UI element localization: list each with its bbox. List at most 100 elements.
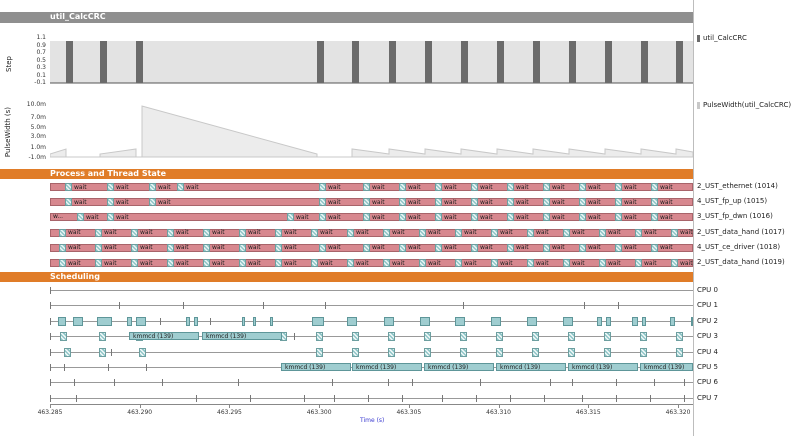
wait-state[interactable]: wait bbox=[95, 243, 117, 252]
cpu-busy-segment[interactable] bbox=[73, 316, 83, 326]
cpu-wait-segment[interactable] bbox=[640, 332, 647, 342]
cpu-busy-segment[interactable] bbox=[632, 316, 638, 326]
wait-state[interactable]: wait bbox=[239, 243, 261, 252]
wait-state[interactable]: wait bbox=[615, 243, 637, 252]
wait-state[interactable]: wait bbox=[599, 259, 621, 267]
wait-state[interactable]: wait bbox=[615, 213, 637, 222]
cpu-wait-segment[interactable] bbox=[496, 347, 503, 357]
wait-state[interactable]: wait bbox=[651, 183, 673, 191]
cpu-busy-segment[interactable] bbox=[253, 316, 256, 326]
thread-state-row[interactable]: wait wait wait wait wait wait wait wait wait wait… bbox=[50, 198, 693, 207]
wait-state[interactable]: wait bbox=[167, 228, 189, 237]
wait-state[interactable]: wait bbox=[399, 213, 421, 222]
wait-state[interactable]: wait bbox=[319, 183, 341, 191]
cpu-wait-segment[interactable] bbox=[60, 332, 67, 342]
wait-state[interactable]: wait bbox=[543, 213, 565, 222]
cpu-busy-segment[interactable] bbox=[270, 316, 273, 326]
wait-state[interactable]: wait bbox=[651, 243, 673, 252]
cpu-timeline-row[interactable] bbox=[50, 316, 693, 326]
cpu-busy-segment[interactable] bbox=[491, 316, 501, 326]
cpu-wait-segment[interactable] bbox=[460, 347, 467, 357]
cpu-timeline-row[interactable] bbox=[50, 302, 693, 310]
cpu-busy-segment[interactable] bbox=[420, 316, 430, 326]
cpu-busy-segment[interactable] bbox=[58, 316, 66, 326]
cpu-process-segment[interactable]: kmmcd (139) bbox=[281, 363, 351, 371]
wait-state[interactable]: wait bbox=[399, 183, 421, 191]
thread-state-row[interactable]: wait wait wait wait wait wait wait wait wait wait… bbox=[50, 183, 693, 191]
wait-state[interactable]: wait bbox=[491, 259, 513, 267]
wait-state[interactable]: wait bbox=[635, 259, 657, 267]
cpu-process-segment[interactable]: kmmcd (139) bbox=[424, 363, 494, 371]
wait-state[interactable]: wait bbox=[275, 243, 297, 252]
wait-state[interactable]: wait bbox=[131, 243, 153, 252]
cpu-busy-segment[interactable] bbox=[597, 316, 602, 326]
cpu-wait-segment[interactable] bbox=[496, 332, 503, 342]
thread-state-row[interactable]: wait wait wait wait wait wait wait wait wait wait… bbox=[50, 228, 693, 237]
cpu-wait-segment[interactable] bbox=[532, 347, 539, 357]
cpu-wait-segment[interactable] bbox=[604, 347, 611, 357]
cpu-wait-segment[interactable] bbox=[640, 347, 647, 357]
wait-state[interactable]: wait bbox=[77, 213, 99, 222]
wait-state[interactable]: wait bbox=[435, 243, 457, 252]
wait-state[interactable]: wait bbox=[287, 213, 309, 222]
wait-state[interactable]: wait bbox=[563, 228, 585, 237]
wait-state[interactable]: wait bbox=[239, 228, 261, 237]
wait-state[interactable]: wait bbox=[579, 213, 601, 222]
wait-state[interactable]: wait bbox=[177, 183, 199, 191]
wait-state[interactable]: wait bbox=[471, 183, 493, 191]
cpu-wait-segment[interactable] bbox=[532, 332, 539, 342]
wait-state[interactable]: wait bbox=[455, 259, 477, 267]
wait-state[interactable]: wait bbox=[527, 259, 549, 267]
cpu-busy-segment[interactable] bbox=[691, 316, 693, 326]
wait-state[interactable]: wait bbox=[275, 228, 297, 237]
wait-state[interactable]: wait bbox=[149, 183, 171, 191]
cpu-busy-segment[interactable] bbox=[563, 316, 573, 326]
wait-state[interactable]: wait bbox=[65, 198, 87, 207]
wait-state[interactable]: wait bbox=[527, 228, 549, 237]
wait-state[interactable]: wait bbox=[579, 183, 601, 191]
cpu-busy-segment[interactable] bbox=[136, 316, 146, 326]
wait-state[interactable]: wait bbox=[311, 228, 333, 237]
wait-state[interactable]: wait bbox=[203, 243, 225, 252]
wait-state[interactable]: wait bbox=[363, 183, 385, 191]
wait-state[interactable]: wait bbox=[507, 243, 529, 252]
thread-state-row[interactable]: wait wait wait wait wait wait wait wait wait wait… bbox=[50, 243, 693, 252]
wait-state[interactable]: wait bbox=[131, 228, 153, 237]
wait-state[interactable]: wait bbox=[383, 228, 405, 237]
cpu-busy-segment[interactable] bbox=[384, 316, 394, 326]
wait-state[interactable]: wait bbox=[579, 198, 601, 207]
wait-state[interactable]: wait bbox=[347, 228, 369, 237]
cpu-process-segment[interactable]: kmmcd (139) bbox=[202, 332, 282, 341]
wait-state[interactable]: wait bbox=[275, 259, 297, 267]
cpu-wait-segment[interactable] bbox=[676, 347, 683, 357]
wait-state[interactable]: wait bbox=[419, 228, 441, 237]
wait-state[interactable]: wait bbox=[455, 228, 477, 237]
wait-state[interactable]: wait bbox=[107, 213, 129, 222]
wait-state[interactable]: wait bbox=[651, 198, 673, 207]
wait-state[interactable]: wait bbox=[363, 198, 385, 207]
cpu-busy-segment[interactable] bbox=[606, 316, 611, 326]
wait-state[interactable]: wait bbox=[671, 259, 693, 267]
wait-state[interactable]: wait bbox=[543, 198, 565, 207]
cpu-process-segment[interactable]: kmmcd (139) bbox=[568, 363, 638, 371]
wait-state[interactable]: wait bbox=[471, 198, 493, 207]
wait-state[interactable]: wait bbox=[319, 213, 341, 222]
wait-state[interactable]: wait bbox=[363, 213, 385, 222]
cpu-busy-segment[interactable] bbox=[312, 316, 324, 326]
wait-state[interactable]: wait bbox=[471, 243, 493, 252]
wait-state[interactable]: wait bbox=[419, 259, 441, 267]
wait-state[interactable]: wait bbox=[149, 198, 171, 207]
step-chart[interactable] bbox=[50, 32, 693, 88]
wait-state[interactable]: wait bbox=[167, 243, 189, 252]
cpu-timeline-row[interactable] bbox=[50, 394, 693, 402]
cpu-timeline-row[interactable] bbox=[50, 379, 693, 387]
wait-state[interactable]: wait bbox=[543, 243, 565, 252]
thread-state-row[interactable]: w... wait wait wait wait wait wait wait wait wait… bbox=[50, 213, 693, 222]
wait-state[interactable]: wait bbox=[203, 259, 225, 267]
wait-state[interactable]: wait bbox=[131, 259, 153, 267]
wait-state[interactable]: wait bbox=[203, 228, 225, 237]
wait-state[interactable]: wait bbox=[507, 198, 529, 207]
wait-state[interactable]: wait bbox=[319, 243, 341, 252]
cpu-timeline-row[interactable]: kmmcd (139) kmmcd (139) kmmcd (139) kmmcd (… bbox=[50, 363, 693, 371]
wait-state[interactable]: wait bbox=[65, 183, 87, 191]
